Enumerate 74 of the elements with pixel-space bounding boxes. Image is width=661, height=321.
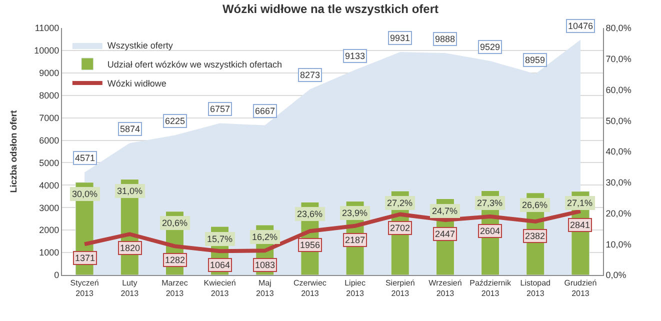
y2-tick-label: 30,0% bbox=[606, 178, 632, 188]
y2-tick-label: 80,0% bbox=[606, 23, 632, 34]
data-label: 27,1% bbox=[567, 198, 593, 208]
x-tick-label: Październik 2013 bbox=[470, 278, 512, 298]
x-tick-label: Lipiec 2013 bbox=[344, 278, 366, 298]
y2-tick-label: 70,0% bbox=[606, 54, 632, 64]
x-tick-label: Czerwiec 2013 bbox=[294, 278, 326, 298]
legend-label: Wszystkie oferty bbox=[107, 40, 174, 50]
y2-tick-label: 10,0% bbox=[606, 239, 632, 250]
y-tick-label: 5000 bbox=[39, 158, 60, 168]
data-label: 10476 bbox=[568, 21, 594, 31]
data-label: 15,7% bbox=[207, 234, 233, 244]
data-label: 1956 bbox=[300, 240, 320, 250]
x-tick-label: Maj 2013 bbox=[256, 278, 274, 298]
y-tick-label: 7000 bbox=[39, 112, 60, 123]
data-label: 4571 bbox=[75, 153, 96, 163]
data-label: 31,0% bbox=[117, 186, 143, 196]
data-label: 6667 bbox=[255, 106, 276, 116]
y2-tick-label: 0,0% bbox=[606, 270, 626, 280]
y-axis-title: Liczba odsłon ofert bbox=[8, 110, 19, 193]
data-label: 2841 bbox=[570, 220, 590, 230]
y2-tick-label: 50,0% bbox=[606, 116, 632, 126]
data-label: 23,9% bbox=[342, 208, 368, 218]
y-tick-label: 0 bbox=[54, 270, 60, 280]
data-label: 9888 bbox=[435, 34, 456, 44]
data-label: 8959 bbox=[525, 55, 546, 65]
data-label: 2702 bbox=[390, 223, 410, 233]
legend-label: Wózki widłowe bbox=[107, 78, 166, 88]
x-tick-label: Marzec 2013 bbox=[162, 278, 188, 298]
y2-tick-label: 40,0% bbox=[606, 146, 632, 157]
y2-tick-label: 60,0% bbox=[606, 84, 632, 95]
y-tick-label: 8000 bbox=[39, 90, 60, 101]
y-tick-label: 9000 bbox=[39, 68, 60, 78]
chart-title: Wózki widłowe na tle wszystkich ofert bbox=[222, 2, 439, 16]
data-label: 24,7% bbox=[432, 206, 458, 216]
data-label: 1083 bbox=[255, 260, 276, 270]
y-tick-label: 1000 bbox=[39, 248, 60, 258]
data-label: 2382 bbox=[525, 231, 546, 241]
data-label: 16,2% bbox=[252, 232, 278, 242]
y2-tick-label: 20,0% bbox=[606, 208, 632, 218]
data-label: 8273 bbox=[300, 70, 320, 80]
data-label: 6757 bbox=[210, 104, 230, 114]
x-tick-label: Wrzesień 2013 bbox=[428, 278, 462, 298]
data-label: 23,6% bbox=[297, 209, 323, 219]
y-tick-label: 11000 bbox=[34, 23, 60, 34]
y-tick-label: 6000 bbox=[39, 135, 60, 146]
data-label: 1282 bbox=[165, 255, 186, 265]
data-label: 1064 bbox=[210, 260, 230, 270]
data-label: 9529 bbox=[480, 42, 500, 52]
data-label: 30,0% bbox=[72, 189, 98, 199]
data-label: 1371 bbox=[75, 253, 96, 263]
x-tick-label: Listopad 2013 bbox=[520, 278, 551, 298]
data-label: 20,6% bbox=[162, 218, 188, 228]
data-label: 1820 bbox=[120, 243, 140, 253]
data-label: 6225 bbox=[165, 116, 186, 126]
x-tick-label: Sierpień 2013 bbox=[385, 278, 415, 298]
y-tick-label: 2000 bbox=[39, 225, 60, 236]
y-tick-label: 4000 bbox=[39, 180, 60, 190]
x-tick-label: Luty 2013 bbox=[120, 278, 140, 298]
data-label: 2187 bbox=[345, 235, 366, 245]
x-tick-label: Styczeń 2013 bbox=[70, 278, 99, 298]
x-tick-label: Grudzień 2013 bbox=[564, 278, 597, 298]
data-label: 27,2% bbox=[387, 198, 413, 208]
y-tick-label: 10000 bbox=[34, 46, 60, 56]
data-label: 9931 bbox=[390, 33, 410, 43]
data-label: 5874 bbox=[120, 124, 140, 134]
legend-label: Udział ofert wózków we wszystkich ofertach bbox=[107, 59, 282, 70]
data-label: 2604 bbox=[480, 226, 500, 236]
data-label: 2447 bbox=[435, 229, 456, 239]
data-label: 26,6% bbox=[522, 200, 548, 210]
x-tick-label: Kwiecień 2013 bbox=[204, 278, 236, 298]
data-label: 27,3% bbox=[477, 198, 503, 208]
y-tick-label: 3000 bbox=[39, 202, 60, 213]
data-label: 9133 bbox=[345, 51, 366, 61]
